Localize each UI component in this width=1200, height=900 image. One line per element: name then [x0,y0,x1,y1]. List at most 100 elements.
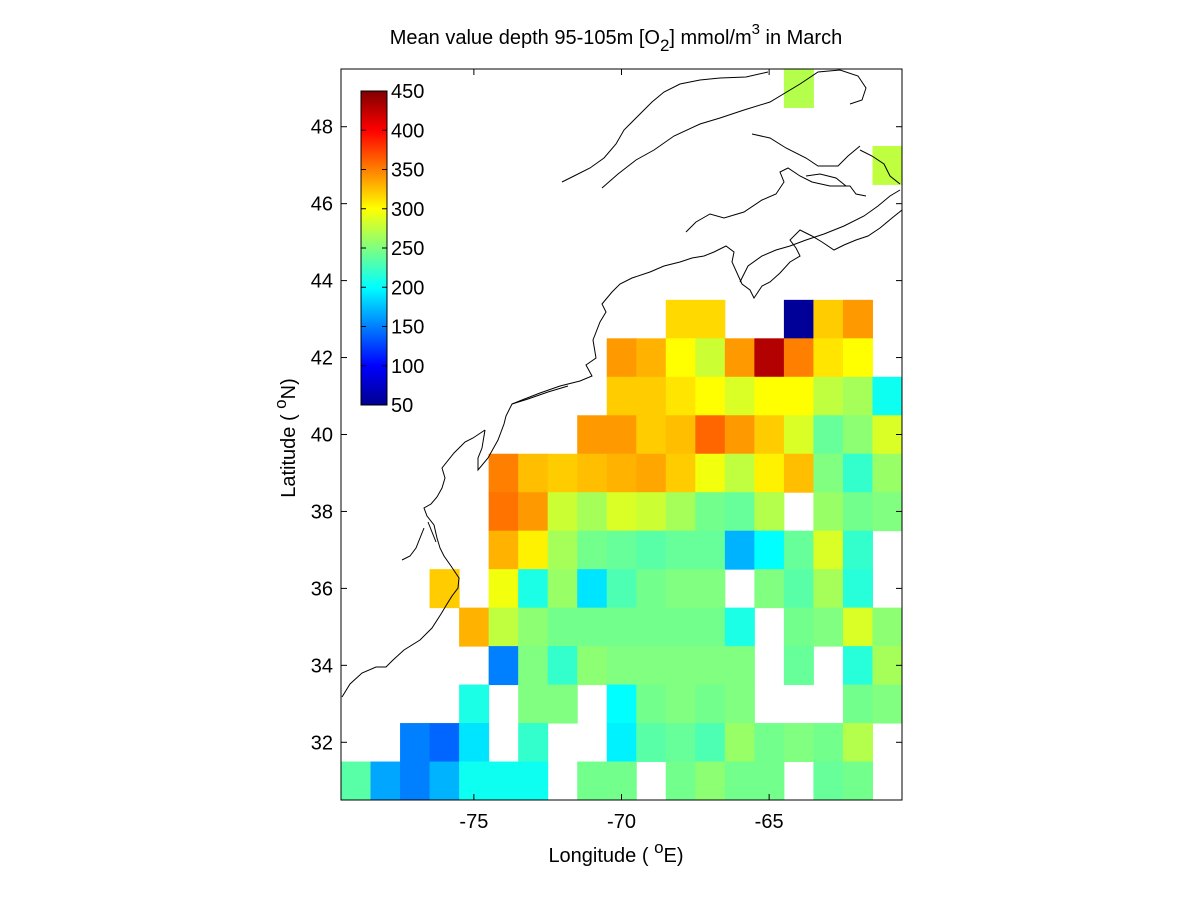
heatmap-cell [842,607,873,647]
heatmap-cells [341,69,932,877]
heatmap-cell [606,453,637,493]
heatmap-cell [695,338,726,378]
heatmap-cell [636,453,667,493]
coastline-chesapeake [401,521,437,561]
heatmap-cell [518,607,549,647]
colorbar-tick-label: 350 [391,160,424,182]
heatmap-cell [577,530,608,570]
heatmap-cell [370,761,401,800]
heatmap-cell [518,530,549,570]
x-tick-label: -65 [755,811,784,833]
heatmap-cell [695,838,725,877]
heatmap-cell [695,569,726,609]
colorbar-tick-label: 450 [391,81,424,103]
heatmap-cell [783,69,814,108]
heatmap-cell [754,723,785,763]
coastline-new-brunswick [685,167,867,233]
y-tick-label: 46 [311,194,333,216]
heatmap-cell [577,646,608,686]
heatmap-cell [902,531,932,570]
coastline-long-island [511,385,569,405]
x-ticks: -75 -70 -65 [459,69,784,833]
y-tick-label: 38 [311,501,333,523]
coastline [341,69,902,698]
heatmap-cell [754,492,785,532]
colorbar-tick-label: 200 [391,277,424,299]
heatmap-cell [813,376,844,416]
heatmap-cell [842,376,873,416]
y-tick-label: 34 [311,655,333,677]
heatmap-cell [902,377,932,416]
heatmap-cell [606,338,637,378]
heatmap-cell [695,684,726,724]
heatmap-cell [665,723,696,763]
heatmap-cell [783,723,814,763]
coastline-pei [805,173,847,187]
heatmap-cell [518,492,549,532]
heatmap-cell [784,800,814,839]
heatmap-cell [724,338,755,378]
heatmap-cell [636,530,667,570]
heatmap-cell [577,453,608,493]
colorbar-tick-label: 250 [391,238,424,260]
heatmap-cell [665,338,696,378]
heatmap-cell [488,492,519,532]
heatmap-cell [518,569,549,609]
chart-title: Mean value depth 95-105m [O2] mmol/m3 in… [390,21,842,55]
heatmap-cell [488,761,519,800]
heatmap-cell [606,530,637,570]
heatmap-cell [429,761,460,800]
x-tick-label: -70 [607,811,636,833]
heatmap-cell [724,415,755,455]
heatmap-cell [548,800,578,839]
heatmap-cell [725,800,755,839]
heatmap-cell [842,299,873,339]
heatmap-cell [754,338,785,378]
heatmap-cell [577,569,608,609]
heatmap-cell [754,415,785,455]
heatmap-cell [783,338,814,378]
heatmap-cell [606,646,637,686]
heatmap-cell [813,530,844,570]
heatmap-cell [577,800,607,839]
heatmap-cell [695,415,726,455]
heatmap-cell [488,646,519,686]
heatmap-cell [695,376,726,416]
heatmap-cell [341,761,372,800]
heatmap-cell [813,569,844,609]
y-tick-label: 36 [311,578,333,600]
heatmap-cell [547,684,578,724]
x-axis-label: Longitude ( oE) [548,838,683,867]
heatmap-cell [783,569,814,609]
colorbar-ticks: 50 100 150 200 250 300 350 400 450 [361,81,424,417]
heatmap-cell [813,299,844,339]
heatmap-cell [665,761,696,800]
heatmap-cell [636,646,667,686]
heatmap-cell [754,453,785,493]
heatmap-cell [783,415,814,455]
heatmap-cell [636,607,667,647]
heatmap-cell [754,376,785,416]
colorbar-tick-label: 400 [391,120,424,142]
x-tick-label: -75 [459,811,488,833]
heatmap-cell [518,723,549,763]
heatmap-cell [724,453,755,493]
heatmap-cell [724,684,755,724]
coastline-gaspe [751,133,861,167]
heatmap-cell [577,415,608,455]
heatmap-cell [783,607,814,647]
heatmap-cell [400,761,431,800]
heatmap-cell [695,607,726,647]
heatmap-cell [341,800,371,839]
heatmap-cell [518,761,549,800]
heatmap-cell [842,723,873,763]
heatmap-cell [813,723,844,763]
heatmap-cell [547,492,578,532]
heatmap-cell [400,723,431,763]
heatmap-cell [459,684,490,724]
heatmap-cell [547,646,578,686]
heatmap-cell [665,530,696,570]
heatmap-cell [842,761,873,800]
heatmap-cell [371,800,401,839]
